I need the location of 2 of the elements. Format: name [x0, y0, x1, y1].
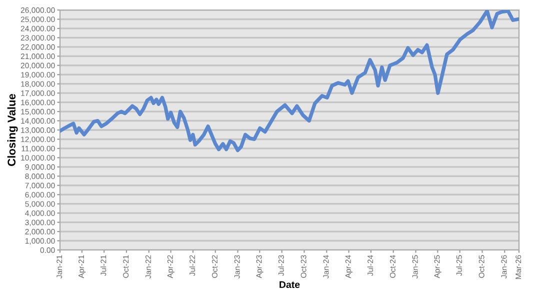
x-axis-title: Date [280, 281, 300, 288]
y-axis-title: Closing Value [7, 94, 18, 166]
